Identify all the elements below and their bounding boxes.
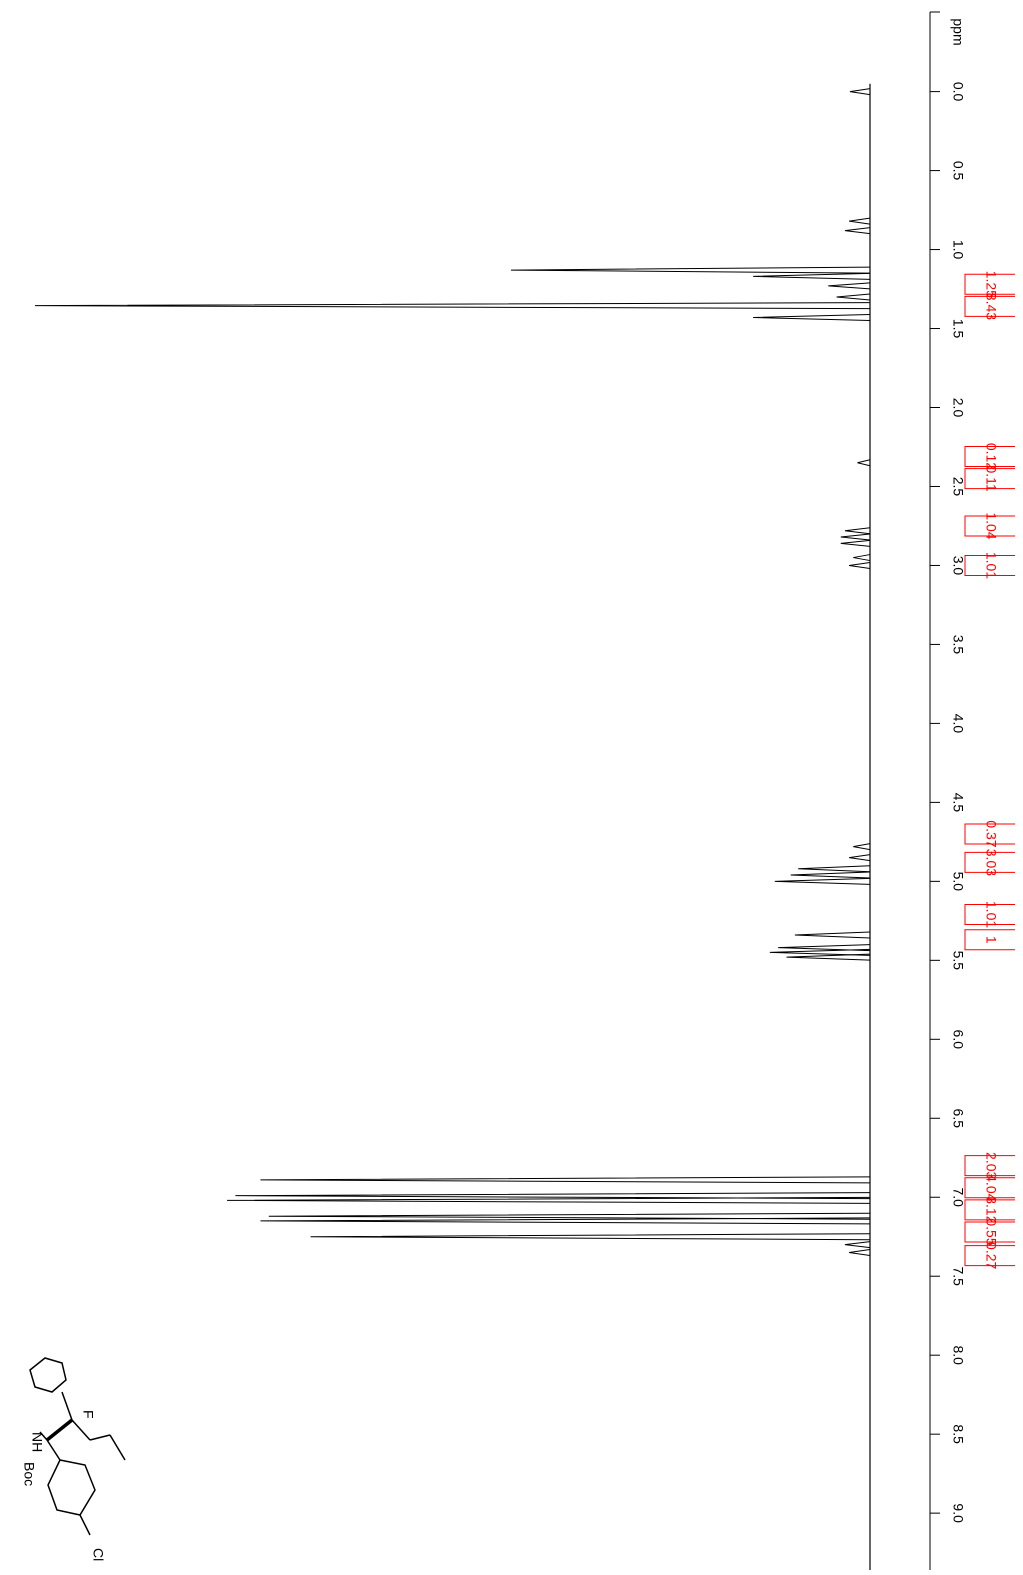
integral-bracket [964,851,1015,873]
peak [844,527,871,535]
peak [828,282,871,290]
bond [45,1418,74,1442]
integral-label: 3.03 [983,849,999,876]
tick-label: 3.5 [950,635,966,655]
peak [227,1196,871,1204]
peak [778,944,871,952]
integral-label: 0.12 [983,443,999,470]
integral-bracket [964,468,1015,490]
integral-label: 3.12 [983,1196,999,1223]
integral-bracket [964,295,1015,317]
integral-bracket [964,929,1015,951]
integral-bracket [964,1155,1015,1177]
integral-label: 8.43 [983,293,999,320]
peak [510,266,871,274]
peak [769,948,871,956]
integral-bracket [964,1199,1015,1221]
peak [849,561,871,569]
integral-label: 1 [983,936,999,944]
peak [844,227,871,235]
peak [794,931,871,939]
integral-bracket [964,1221,1015,1243]
tick-label: 0.0 [950,82,966,102]
structure-label: F [80,1410,96,1419]
peak [840,539,871,547]
structure: Boc NH F Cl [21,1357,126,1561]
integral-label: 0.55 [983,1218,999,1245]
bond [46,1439,61,1461]
peak [849,217,871,225]
peak [260,1217,871,1225]
tick-label: 5.0 [950,872,966,892]
peak [260,1176,871,1184]
tick-label: 8.0 [950,1345,966,1365]
peak [235,1192,871,1200]
tick-label: 8.5 [950,1424,966,1444]
peak [34,302,871,310]
peak [840,533,871,541]
peak [844,1241,871,1249]
peak [268,1212,871,1220]
integral-label: 0.37 [983,820,999,847]
tick-label: 7.0 [950,1188,966,1208]
tick-label: 3.0 [950,556,966,576]
integral-label: 0.11 [983,465,999,491]
axis-label: ppm [950,18,966,45]
peak [849,1249,871,1257]
structure-label: Boc [21,1462,37,1486]
peak [849,88,871,96]
bond [39,1431,48,1441]
structure-label: NH [29,1432,45,1452]
peak [790,871,871,879]
integral-label: 1.01 [983,901,999,928]
bond [71,1419,91,1441]
integral-label: 4.04 [983,1174,999,1201]
integral-bracket [964,823,1015,845]
peak [786,953,871,961]
integral-bracket [964,445,1015,467]
integral-label: 1.25 [983,271,999,298]
integral-label: 2.03 [983,1152,999,1179]
bond [61,1391,73,1421]
peak [853,554,871,562]
bond [109,1434,126,1461]
tick-label: 6.5 [950,1109,966,1129]
peak [753,313,871,321]
chlorophenyl-ring [47,1459,96,1516]
tick-label: 1.5 [950,319,966,339]
integral-bracket [964,515,1015,537]
bond [89,1434,111,1441]
integral-label: 1.04 [983,512,999,539]
integral-label: 0.27 [983,1242,999,1269]
peak [857,459,871,467]
structure-label: Cl [90,1548,106,1561]
peak [753,272,871,280]
peak [849,854,871,862]
integral-bracket [964,554,1015,576]
peak [853,843,871,851]
tick-label: 0.5 [950,161,966,181]
tick-label: 5.5 [950,951,966,971]
tick-label: 1.0 [950,240,966,260]
integral-bracket [964,1245,1015,1267]
peak [798,865,871,873]
integral-bracket [964,904,1015,926]
integral-bracket [964,1177,1015,1199]
integral-bracket [964,273,1015,295]
axis: ppm [929,11,966,1570]
peak [310,1233,871,1241]
tick-label: 6.0 [950,1030,966,1050]
tick-label: 4.5 [950,793,966,813]
peak [836,293,871,301]
tick-label: 9.0 [950,1503,966,1523]
tick-label: 2.0 [950,398,966,418]
bond [79,1514,91,1536]
tick-label: 4.0 [950,714,966,734]
integral-label: 1.01 [983,552,999,579]
tick-label: 7.5 [950,1266,966,1286]
tick-label: 2.5 [950,477,966,497]
phenyl-ring [29,1357,67,1393]
peak [774,877,871,885]
